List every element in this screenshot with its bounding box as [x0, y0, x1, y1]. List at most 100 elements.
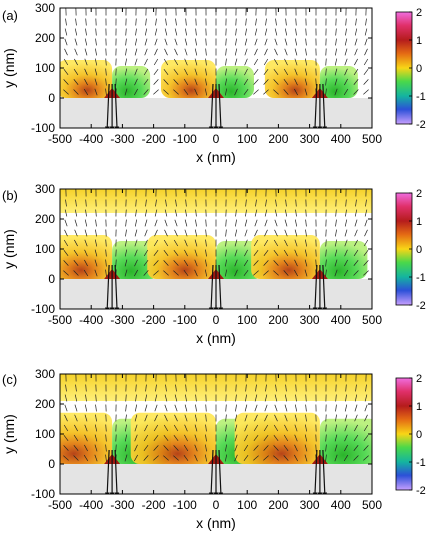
arrow [245, 28, 247, 36]
arrow [353, 445, 359, 451]
arrow [265, 18, 267, 26]
arrow [225, 424, 227, 432]
arrow [283, 78, 289, 86]
arrow [74, 48, 78, 56]
arrow [173, 434, 179, 442]
arrow [144, 394, 148, 402]
arrow [94, 444, 98, 452]
arrow [234, 78, 238, 86]
arrow [295, 394, 297, 402]
arrow [354, 209, 358, 217]
arrow [253, 68, 259, 76]
arrow [144, 239, 148, 247]
x-tick-label: -300 [110, 132, 134, 146]
arrow [64, 219, 68, 227]
x-tick-label: 400 [331, 498, 351, 512]
arrow [364, 209, 368, 217]
arrow [194, 454, 198, 462]
source-arrow [114, 83, 120, 128]
arrow [253, 270, 259, 276]
arrow [73, 249, 79, 257]
arrow [105, 88, 107, 96]
arrow [173, 249, 179, 257]
arrow [115, 259, 117, 267]
arrow [144, 414, 148, 422]
arrow [143, 434, 149, 442]
arrow [134, 249, 138, 257]
arrow [205, 229, 207, 237]
arrow [273, 58, 279, 66]
arrow [345, 209, 347, 217]
source-arrow [218, 264, 224, 309]
arrow [225, 444, 227, 452]
arrow [244, 239, 248, 247]
panel-label: (a) [2, 8, 18, 23]
arrow [274, 404, 278, 412]
arrow [194, 58, 198, 66]
arrow [194, 414, 198, 422]
arrow [244, 68, 248, 76]
arrow [295, 384, 297, 392]
arrow [153, 68, 159, 76]
arrow [363, 239, 369, 247]
arrow [255, 384, 257, 392]
arrow [134, 424, 138, 432]
arrow [164, 28, 168, 36]
arrow [124, 454, 128, 462]
arrow [195, 209, 197, 217]
arrow [124, 259, 128, 267]
arrow [174, 38, 178, 46]
arrow [253, 455, 259, 461]
arrow [164, 394, 168, 402]
arrow [325, 269, 327, 277]
arrow [335, 229, 337, 237]
arrow [74, 58, 78, 66]
arrow [65, 384, 67, 392]
arrow [134, 444, 138, 452]
panel-label: (b) [2, 188, 18, 203]
arrow [244, 249, 248, 257]
arrow [205, 404, 207, 412]
arrow [134, 48, 138, 56]
arrow [194, 48, 198, 56]
arrow [163, 445, 169, 451]
arrow [164, 209, 168, 217]
arrow [154, 48, 158, 56]
arrow [305, 28, 307, 36]
x-tick-label: -500 [48, 132, 72, 146]
arrow [363, 249, 369, 257]
arrow [225, 78, 227, 86]
x-tick-label: 200 [268, 498, 288, 512]
arrow [174, 48, 178, 56]
arrow [135, 384, 137, 392]
arrow [185, 18, 187, 26]
arrow [254, 38, 258, 46]
x-tick-label: 500 [362, 498, 382, 512]
arrow [234, 269, 238, 277]
arrow [345, 18, 347, 26]
arrow [74, 424, 78, 432]
arrow [334, 444, 338, 452]
arrow [225, 239, 227, 247]
arrow [173, 79, 179, 85]
arrow [354, 28, 358, 36]
lobe-positive [264, 60, 320, 98]
arrow [335, 28, 337, 36]
arrow [294, 78, 298, 86]
arrow [334, 78, 338, 86]
arrow [305, 239, 307, 247]
colorbar-tick-label: -1 [416, 272, 426, 284]
arrow [225, 219, 227, 227]
arrow [205, 78, 207, 86]
x-tick-label: 100 [237, 313, 257, 327]
arrow [205, 219, 207, 227]
arrow [273, 239, 279, 247]
arrow [283, 249, 289, 257]
arrow [283, 68, 289, 76]
arrow [184, 434, 188, 442]
arrow [234, 249, 238, 257]
arrow [73, 455, 79, 461]
arrow [275, 18, 277, 26]
arrow [285, 384, 287, 392]
arrow [65, 18, 67, 26]
